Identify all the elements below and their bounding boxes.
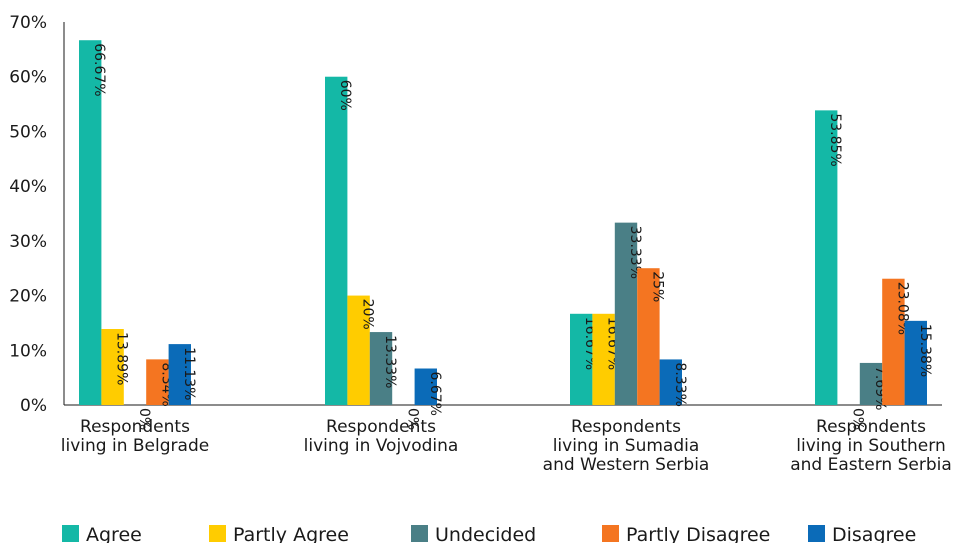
- legend-label: Agree: [86, 524, 142, 543]
- y-tick-label: 60%: [9, 68, 47, 88]
- bar: [592, 313, 615, 405]
- bar: [101, 329, 124, 405]
- data-label: 33.33%: [627, 226, 643, 279]
- y-tick-label: 50%: [9, 122, 47, 142]
- legend-item: Undecided: [411, 524, 536, 543]
- legend-item: Partly Disagree: [602, 524, 770, 543]
- bar: [414, 368, 437, 405]
- legend-swatch: [602, 525, 619, 542]
- data-label: 20%: [360, 299, 376, 330]
- bar: [79, 40, 102, 406]
- legend: Agree Partly Agree Undecided Partly Disagre…: [62, 524, 916, 543]
- data-label: 13.33%: [382, 335, 398, 388]
- legend-swatch: [62, 525, 79, 542]
- category-label: Respondents living in Vojvodina: [304, 417, 459, 456]
- data-label: 6.67%: [427, 372, 443, 416]
- category-labels: Respondents living in Belgrade Respondents…: [61, 417, 952, 475]
- legend-label: Disagree: [832, 524, 916, 543]
- legend-item: Disagree: [808, 524, 916, 543]
- legend-item: Partly Agree: [209, 524, 349, 543]
- category-label: Respondents living in Sumadia and Western …: [543, 417, 710, 475]
- bar: [815, 110, 838, 405]
- bar: [637, 268, 660, 405]
- y-tick-label: 0%: [20, 396, 47, 416]
- y-tick-label: 70%: [9, 13, 47, 33]
- y-tick-label: 40%: [9, 177, 47, 197]
- bar: [369, 332, 393, 405]
- legend-item: Agree: [62, 524, 142, 543]
- bar: [570, 313, 593, 405]
- bar: [168, 344, 191, 405]
- legend-swatch: [808, 525, 825, 542]
- legend-swatch: [209, 525, 226, 542]
- bar: [347, 295, 370, 405]
- bar: [146, 359, 169, 405]
- data-label: 8.33%: [672, 362, 688, 406]
- category-label: Respondents living in Belgrade: [61, 417, 209, 456]
- bar: [325, 76, 348, 405]
- y-tick-label: 30%: [9, 232, 47, 252]
- data-label: 0%: [404, 408, 420, 430]
- data-label: 60%: [337, 80, 353, 111]
- bar: [614, 222, 638, 405]
- bar: [859, 362, 883, 405]
- y-axis: 0% 10% 20% 30% 40% 50% 60% 70%: [9, 13, 942, 416]
- bar: [882, 278, 905, 405]
- bar: [659, 359, 682, 405]
- legend-label: Partly Disagree: [626, 524, 770, 543]
- bar: [904, 320, 927, 405]
- data-label: 11.13%: [181, 347, 197, 400]
- data-label: 0%: [136, 408, 152, 430]
- data-label: 15.38%: [917, 324, 933, 377]
- data-label: 66.67%: [91, 43, 107, 96]
- data-label: 53.85%: [827, 113, 843, 166]
- legend-label: Partly Agree: [233, 524, 349, 543]
- y-tick-label: 10%: [9, 341, 47, 361]
- data-label: 13.89%: [114, 332, 130, 385]
- legend-swatch: [411, 525, 428, 542]
- bars: 66.67%13.89%0%8.34% 11.13%60%20%13.33%0%6…: [79, 40, 933, 430]
- data-label: 0%: [850, 408, 866, 430]
- y-tick-label: 20%: [9, 287, 47, 307]
- data-label: 25%: [649, 271, 665, 302]
- legend-label: Undecided: [435, 524, 536, 543]
- category-label: Respondents living in Southern and Eastern…: [790, 417, 952, 475]
